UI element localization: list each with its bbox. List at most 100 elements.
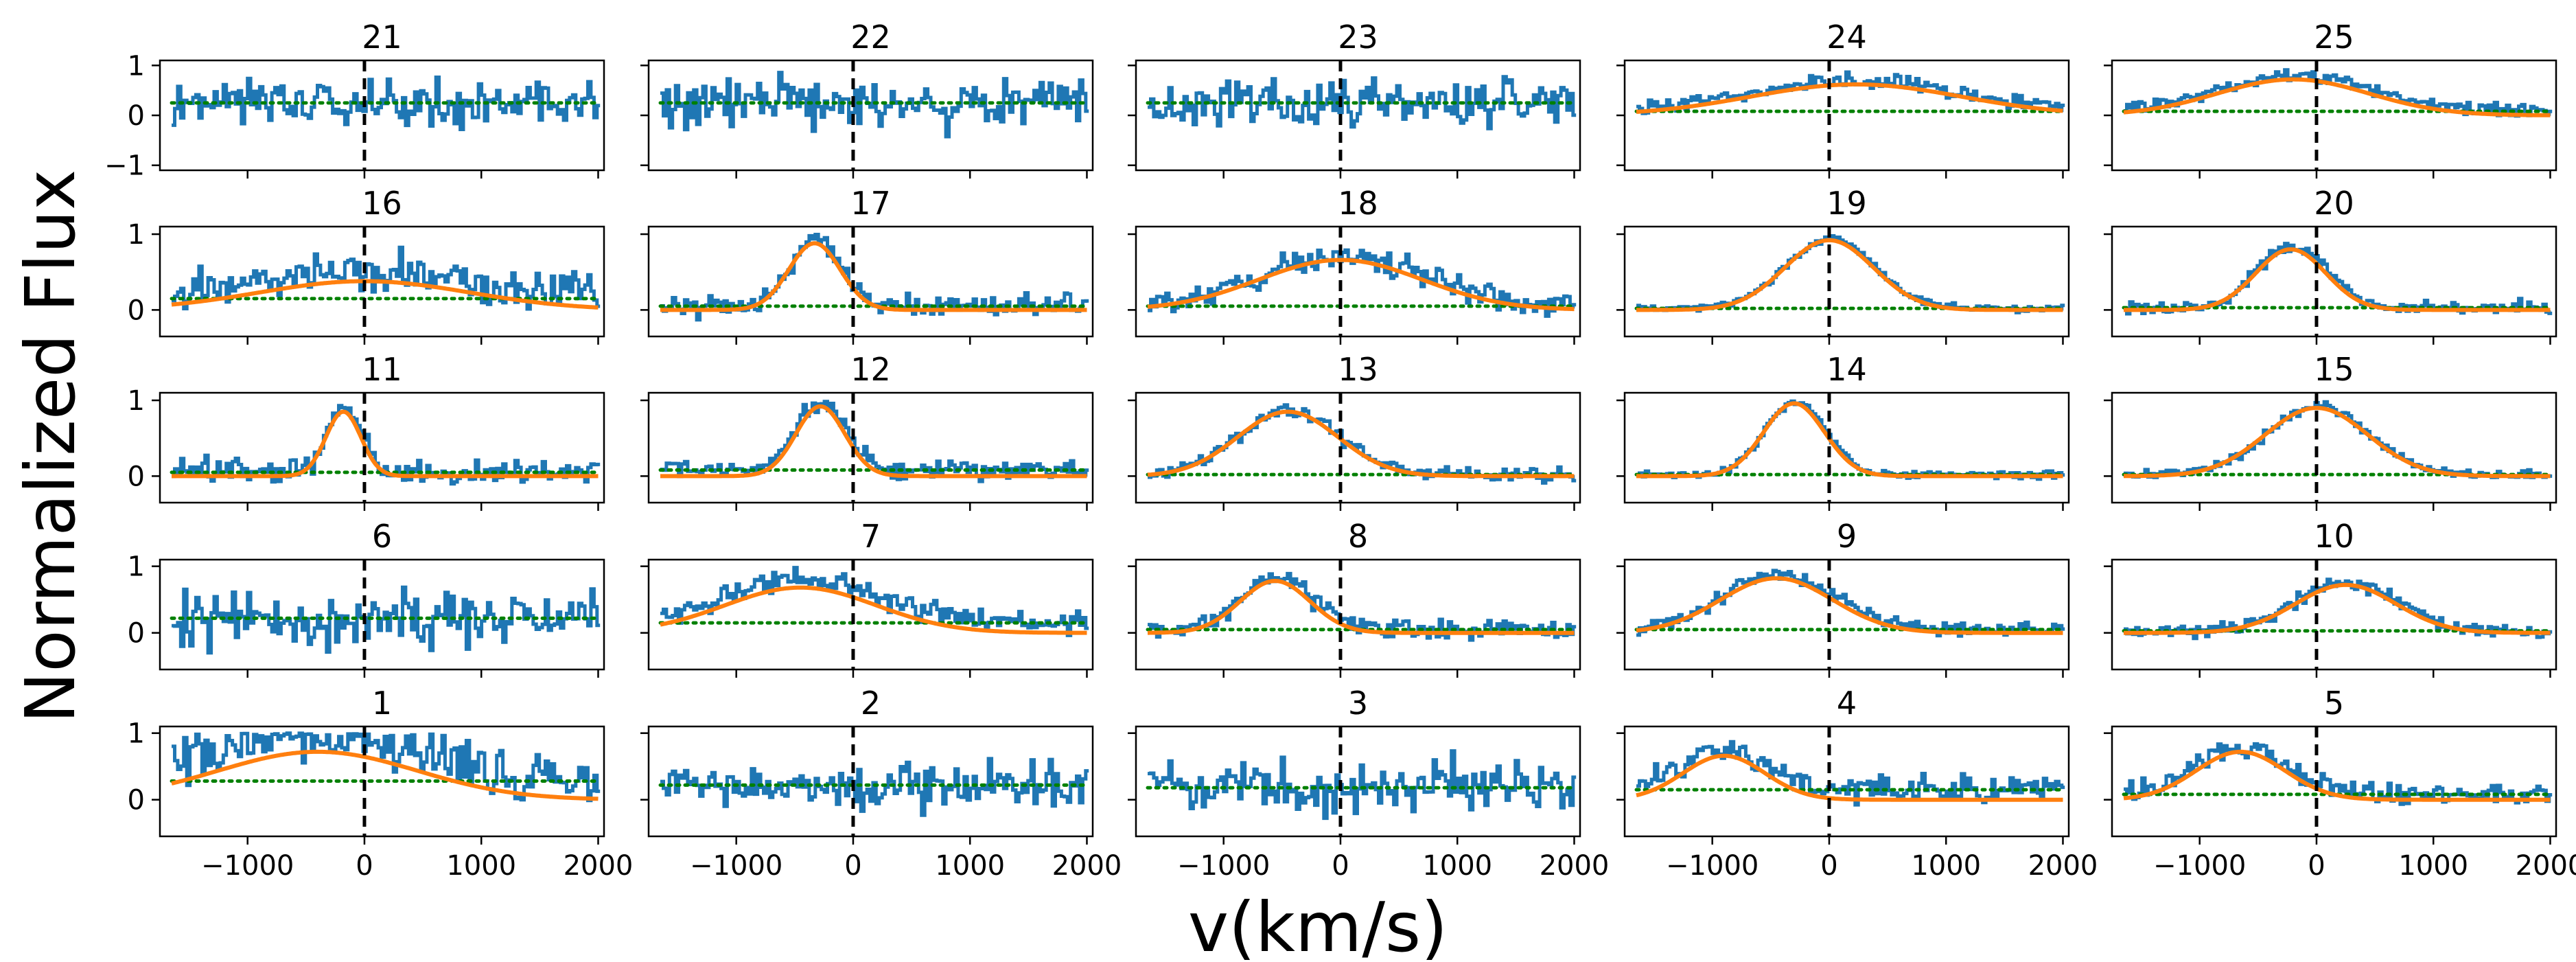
- y-tick-label: 1: [128, 50, 145, 82]
- panel-title: 11: [362, 351, 402, 388]
- plot-area: [1634, 70, 2065, 115]
- axes-frame: [1135, 725, 1581, 838]
- panel-title: 5: [2324, 685, 2344, 722]
- gaussian-fit-line: [1636, 576, 2063, 635]
- x-tick-label: −1000: [1666, 850, 1759, 882]
- panel-3: −1000 0 1000 2000 3: [1128, 685, 1609, 882]
- axes-frame: [1623, 725, 2070, 838]
- panel-title: 14: [1826, 351, 1867, 388]
- panel-title: 22: [850, 19, 891, 56]
- plot-area: [170, 245, 601, 311]
- panel-title: 16: [362, 185, 402, 222]
- axes-frame: [647, 725, 1094, 838]
- panel-title: 13: [1338, 351, 1378, 388]
- axes-frame: [2111, 225, 2557, 338]
- plot-area: [2122, 242, 2553, 316]
- spectrum-line: [1636, 740, 2065, 807]
- spectrum-line: [172, 245, 601, 311]
- axes-frame: [159, 391, 605, 504]
- axes-frame: [1135, 558, 1581, 671]
- x-tick-label: 1000: [935, 850, 1005, 882]
- panel-title: 18: [1338, 185, 1378, 222]
- y-tick-label: 0: [128, 295, 145, 326]
- spectrum-line: [1148, 403, 1577, 485]
- y-tick-label: 0: [128, 785, 145, 816]
- spectrum-line: [2124, 68, 2553, 118]
- panel-19: 19: [1616, 185, 2070, 345]
- y-tick-label: 0: [128, 461, 145, 492]
- plot-area: [658, 566, 1089, 637]
- panel-title: 3: [1348, 685, 1368, 722]
- panel-17: 17: [640, 185, 1094, 345]
- spectrum-line: [2124, 577, 2553, 641]
- panel-8: 8: [1128, 518, 1581, 678]
- gaussian-fit-line: [1148, 578, 1575, 635]
- axes-frame: [1623, 225, 2070, 338]
- gaussian-fit-line: [1636, 753, 2063, 802]
- x-tick-label: 0: [356, 850, 373, 882]
- panel-title: 24: [1826, 19, 1867, 56]
- panel-22: 22: [640, 19, 1094, 179]
- x-tick-label: 2000: [1540, 850, 1610, 882]
- panel-5: −1000 0 1000 2000 5: [2104, 685, 2576, 882]
- plot-area: [658, 71, 1089, 139]
- spectrum-line: [660, 757, 1089, 817]
- panel-13: 13: [1128, 351, 1581, 511]
- spectrum-line: [660, 400, 1089, 483]
- panel-14: 14: [1616, 351, 2070, 511]
- x-tick-label: 0: [1332, 850, 1349, 882]
- panel-18: 18: [1128, 185, 1581, 345]
- spectrum-line: [1148, 75, 1577, 130]
- panel-title: 23: [1338, 19, 1378, 56]
- panel-21: −1 0 1 21: [104, 19, 605, 182]
- axes-frame: [1623, 391, 2070, 504]
- panel-9: 9: [1616, 518, 2070, 678]
- plot-area: [1634, 740, 2065, 807]
- x-tick-label: 0: [1820, 850, 1837, 882]
- axes-frame: [2111, 558, 2557, 671]
- panel-title: 20: [2314, 185, 2354, 222]
- panel-23: 23: [1128, 19, 1581, 179]
- plot-area: [1146, 749, 1577, 821]
- panel-12: 12: [640, 351, 1094, 511]
- axes-frame: [1135, 391, 1581, 504]
- plot-area: [658, 400, 1089, 483]
- axes-frame: [647, 558, 1094, 671]
- panel-6: 0 1 6: [128, 518, 605, 678]
- gaussian-fit-line: [172, 409, 599, 479]
- plot-area: [2122, 577, 2553, 641]
- spectrum-line: [1636, 399, 2065, 481]
- x-tick-label: 0: [844, 850, 861, 882]
- gaussian-fit-line: [2123, 749, 2551, 802]
- axes-frame: [647, 225, 1094, 338]
- axes-frame: [159, 558, 605, 671]
- plot-area: [1146, 571, 1577, 642]
- x-tick-label: 2000: [2028, 850, 2098, 882]
- panel-20: 20: [2104, 185, 2557, 345]
- plot-area: [2122, 68, 2553, 118]
- panel-title: 8: [1348, 518, 1368, 555]
- y-tick-label: 1: [128, 718, 145, 750]
- plot-area: [658, 757, 1089, 817]
- panel-title: 25: [2314, 19, 2354, 56]
- panel-25: 25: [2104, 19, 2557, 179]
- gaussian-fit-line: [660, 241, 1087, 312]
- panel-title: 7: [861, 518, 881, 555]
- axes-frame: [2111, 725, 2557, 838]
- panel-4: −1000 0 1000 2000 4: [1616, 685, 2098, 882]
- x-tick-label: 0: [2308, 850, 2325, 882]
- y-tick-label: 0: [128, 100, 145, 132]
- panel-7: 7: [640, 518, 1094, 678]
- plot-area: [1146, 403, 1577, 485]
- spectrum-line: [1636, 70, 2065, 115]
- panel-15: 15: [2104, 351, 2557, 511]
- gaussian-fit-line: [2124, 582, 2551, 635]
- gaussian-fit-line: [1147, 257, 1575, 312]
- gaussian-fit-line: [660, 404, 1087, 479]
- y-tick-label: −1: [104, 150, 145, 182]
- spectrum-line: [660, 71, 1089, 139]
- x-tick-label: 1000: [1422, 850, 1492, 882]
- panel-title: 6: [372, 518, 392, 555]
- gaussian-fit-line: [2124, 247, 2551, 312]
- panel-title: 1: [372, 685, 392, 722]
